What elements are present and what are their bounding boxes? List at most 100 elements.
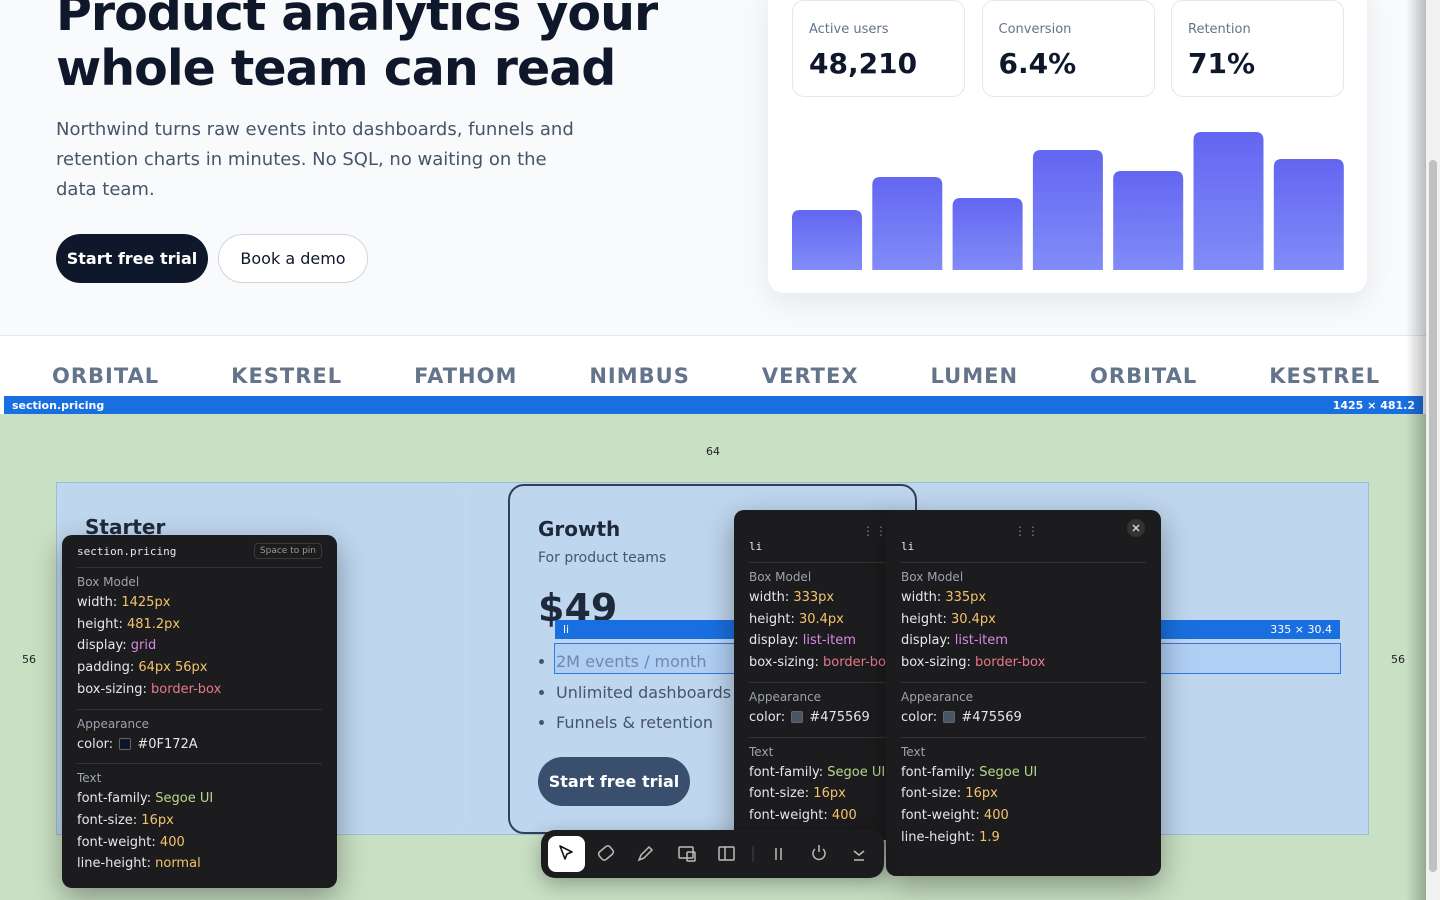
logo-strip: ORBITAL KESTREL FATHOM NIMBUS VERTEX LUMEN ORB… [52, 364, 1426, 388]
property-row: font-family: Segoe UI [901, 762, 1146, 784]
property-name: font-size: [77, 812, 138, 828]
property-row: width: 1425px [77, 592, 322, 614]
panel-section: Box Model width: 1425px height: 481.2px dis… [77, 568, 322, 710]
property-name: box-sizing: [901, 655, 971, 671]
property-row: height: 30.4px [749, 609, 889, 631]
property-name: display: [77, 638, 127, 654]
section-heading: Appearance [749, 689, 822, 704]
property-row: color: #0F172A [77, 734, 322, 756]
section-heading: Text [749, 744, 774, 759]
property-name: line-height: [77, 856, 151, 872]
feature: 2M events / month [556, 647, 731, 678]
stat-card: Retention 71% [1171, 0, 1344, 97]
section-heading: Appearance [901, 689, 974, 704]
plan-button[interactable]: Start free trial [538, 757, 690, 806]
property-name: width: [749, 590, 790, 605]
color-swatch [943, 710, 956, 723]
size: 1425 × 481.2 [1332, 398, 1415, 412]
section-heading: Text [77, 771, 102, 786]
property-name: height: [749, 611, 795, 627]
secondary-button[interactable]: Book a demo [218, 234, 368, 283]
property-row: color: #475569 [749, 707, 889, 729]
panel-header: li [901, 530, 1146, 563]
property-name: height: [77, 616, 123, 632]
bar [872, 177, 943, 270]
inspector-panel: section.pricing Space to pin Box Model widt… [62, 535, 337, 888]
property-value: 333px [793, 590, 835, 605]
feature: Unlimited dashboards [556, 678, 731, 709]
panel-section: Appearance color: #0F172A [77, 710, 322, 765]
selection-label: section.pricing 1425 × 481.2 [4, 396, 1423, 414]
property-name: font-family: [749, 764, 824, 780]
property-value: 400 [159, 834, 185, 850]
property-row: font-size: 16px [901, 783, 1146, 805]
property-row: font-weight: 400 [749, 805, 889, 827]
property-name: width: [901, 590, 942, 605]
bar [952, 198, 1023, 270]
feature-list: 2M events / monthUnlimited dashboardsFun… [556, 647, 731, 739]
property-row: line-height: normal [77, 853, 322, 875]
property-row: height: 30.4px [901, 609, 1146, 631]
stat-value: 48,210 [809, 47, 918, 80]
plan-subtitle: For product teams [538, 550, 667, 566]
property-row: display: list-item [901, 630, 1146, 652]
property-name: font-weight: [901, 807, 980, 823]
property-value: 30.4px [950, 611, 996, 627]
property-name: font-weight: [77, 834, 156, 850]
logo: KESTREL [231, 364, 343, 388]
property-name: color: [77, 736, 114, 752]
property-row: width: 335px [901, 587, 1146, 609]
property-name: display: [749, 633, 799, 649]
property-value: border-box [151, 681, 222, 697]
property-value: 1425px [121, 595, 171, 610]
section-heading: Box Model [749, 570, 812, 584]
property-value: border-box [823, 655, 894, 671]
drag-handle[interactable]: ⋮⋮ [1014, 524, 1040, 538]
property-name: width: [77, 595, 118, 610]
stat-label: Conversion [998, 22, 1072, 37]
property-row: font-weight: 400 [901, 805, 1146, 827]
logo: ORBITAL [1090, 364, 1198, 388]
bar [1273, 159, 1344, 270]
element-tag: li [555, 620, 735, 639]
stat-label: Active users [809, 22, 889, 37]
property-row: font-weight: 400 [77, 832, 322, 854]
property-value: 400 [983, 807, 1009, 823]
property-value: 16px [141, 812, 174, 828]
property-row: line-height: 1.9 [901, 827, 1146, 849]
property-value: 1.9 [979, 829, 1000, 845]
panel-header: section.pricing Space to pin [77, 535, 322, 568]
property-row: color: #475569 [901, 707, 1146, 729]
stat-value: 71% [1188, 47, 1256, 80]
primary-button[interactable]: Start free trial [56, 234, 208, 283]
toolbar-icons [548, 836, 865, 872]
stat-value: 6.4% [998, 47, 1077, 80]
property-row: box-sizing: border-box [749, 652, 893, 674]
scrollbar-thumb[interactable] [1429, 160, 1437, 872]
drag-handle[interactable]: ⋮⋮ [862, 524, 888, 538]
property-value: 64px 56px [138, 660, 208, 676]
close-button[interactable] [1127, 519, 1145, 537]
property-name: font-size: [749, 786, 810, 802]
panel-section: Text font-family: Segoe UI font-size: 16px… [77, 764, 322, 883]
panel-section: Box Model width: 335px height: 30.4px displ… [901, 563, 1146, 683]
pin-hint: Space to pin [253, 543, 322, 559]
color-swatch [791, 710, 804, 723]
property-name: padding: [77, 660, 135, 676]
property-value: normal [155, 856, 201, 872]
property-name: font-family: [901, 764, 976, 780]
padding-left-label: 56 [22, 653, 36, 666]
section-heading: Box Model [901, 570, 964, 584]
stat-card: Active users 48,210 [792, 0, 965, 97]
property-value: Segoe UI [979, 764, 1038, 780]
property-name: height: [901, 611, 947, 627]
plan-card: Growth For product teams $49 2M events /… [508, 484, 917, 834]
property-row: display: list-item [749, 630, 889, 652]
edge-shadow [1406, 0, 1426, 900]
panel-section: Text font-family: Segoe UI font-size: 16px… [901, 738, 1146, 857]
bar [1113, 171, 1184, 270]
panel-section: Appearance color: #475569 [901, 683, 1146, 738]
property-name: font-size: [901, 786, 962, 802]
hero-title: Product analytics your whole team can rea… [56, 0, 658, 96]
